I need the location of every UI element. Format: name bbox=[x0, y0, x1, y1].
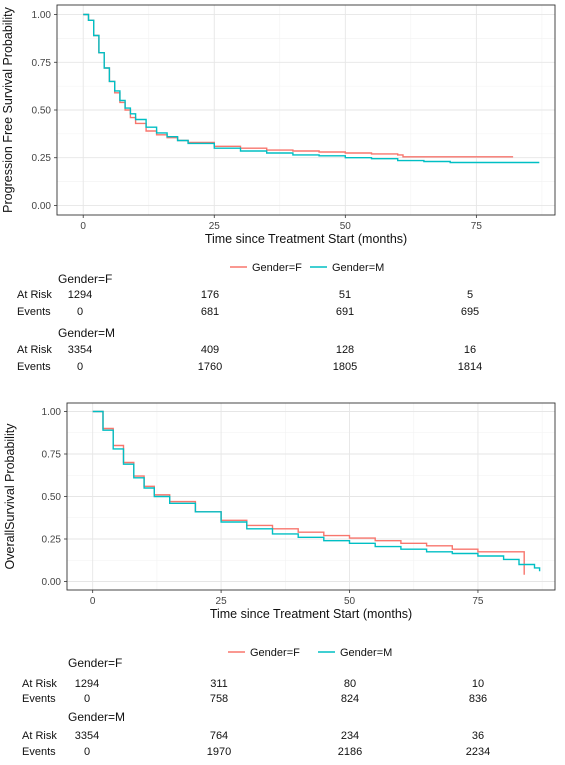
y-tick-label: 1.00 bbox=[32, 10, 52, 21]
risk-table-cell: 128 bbox=[335, 344, 355, 356]
risk-table-cell: 836 bbox=[468, 693, 488, 705]
risk-table-cell: 0 bbox=[76, 306, 84, 318]
legend-label: Gender=M bbox=[332, 262, 384, 274]
x-axis-title: Time since Treatment Start (months) bbox=[205, 232, 407, 246]
survival-curve-gender-m bbox=[83, 13, 540, 164]
risk-table-cell: 36 bbox=[471, 730, 485, 742]
y-tick-label: 1.00 bbox=[42, 407, 62, 418]
risk-table-cell: 2234 bbox=[465, 746, 491, 758]
survival-curve-gender-m bbox=[92, 410, 541, 572]
risk-table-cell: 80 bbox=[343, 678, 357, 690]
risk-table-cell: 1970 bbox=[206, 746, 232, 758]
y-tick-label: 0.25 bbox=[32, 153, 52, 164]
risk-table-cell: 2186 bbox=[337, 746, 363, 758]
x-tick-label: 25 bbox=[209, 221, 221, 232]
risk-table-group-title: Gender=M bbox=[58, 326, 116, 340]
risk-table-cell: 10 bbox=[471, 678, 485, 690]
risk-table-cell: 311 bbox=[210, 678, 228, 690]
risk-table-cell: 51 bbox=[338, 289, 352, 301]
risk-table-row-label: At Risk bbox=[17, 289, 52, 301]
x-tick-label: 0 bbox=[90, 596, 96, 607]
risk-table-row-label: Events bbox=[17, 306, 51, 318]
risk-table-group-title: Gender=F bbox=[68, 656, 123, 670]
risk-table-group-title: Gender=F bbox=[58, 272, 113, 286]
risk-table-cell: 1294 bbox=[74, 678, 100, 690]
y-tick-label: 0.00 bbox=[32, 201, 52, 212]
y-tick-label: 0.00 bbox=[42, 577, 62, 588]
risk-table-cell: 3354 bbox=[67, 344, 93, 356]
risk-table-cell: 1760 bbox=[197, 361, 223, 373]
risk-table-cell: 764 bbox=[209, 730, 229, 742]
risk-table-row-label: At Risk bbox=[22, 678, 57, 690]
y-tick-label: 0.75 bbox=[42, 450, 62, 461]
risk-table-cell: 691 bbox=[335, 306, 355, 318]
y-axis-title: OverallSurvival Probability bbox=[3, 423, 17, 570]
x-axis-title: Time since Treatment Start (months) bbox=[210, 607, 412, 621]
risk-table-row-label: Events bbox=[22, 746, 56, 758]
risk-table-row-label: Events bbox=[17, 361, 51, 373]
risk-table-cell: 695 bbox=[460, 306, 480, 318]
legend-label: Gender=F bbox=[252, 262, 302, 274]
y-tick-label: 0.25 bbox=[42, 535, 62, 546]
risk-table-cell: 1294 bbox=[67, 289, 93, 301]
risk-table-cell: 176 bbox=[200, 289, 220, 301]
y-axis-title: Progression Free Survival Probability bbox=[1, 6, 15, 212]
risk-table-cell: 234 bbox=[340, 730, 360, 742]
risk-table-cell: 0 bbox=[76, 361, 84, 373]
legend: Gender=F Gender=M bbox=[228, 647, 392, 659]
risk-table-row-label: At Risk bbox=[22, 730, 57, 742]
legend: Gender=F Gender=M bbox=[230, 262, 384, 274]
y-tick-label: 0.75 bbox=[32, 58, 52, 69]
x-tick-label: 25 bbox=[216, 596, 228, 607]
risk-table-cell: 681 bbox=[200, 306, 220, 318]
risk-table-cell: 824 bbox=[340, 693, 360, 705]
risk-table-cell: 758 bbox=[209, 693, 229, 705]
x-tick-label: 75 bbox=[471, 221, 483, 232]
km-plot-2: 0 25 50 75 0.00 0.25 0.50 0.75 1.00 Time since Tr… bbox=[3, 402, 556, 659]
x-tick-label: 50 bbox=[344, 596, 356, 607]
survival-curve-gender-f bbox=[92, 410, 525, 575]
km-plot-1: 0 25 50 75 0.00 0.25 0.50 0.75 1.00 Time since Tr… bbox=[1, 4, 556, 274]
risk-table-cell: 16 bbox=[463, 344, 477, 356]
risk-table-row-label: Events bbox=[22, 693, 56, 705]
panel-border bbox=[66, 402, 556, 591]
legend-label: Gender=M bbox=[340, 647, 392, 659]
y-tick-label: 0.50 bbox=[32, 106, 52, 117]
risk-table-cell: 1805 bbox=[332, 361, 358, 373]
x-tick-label: 0 bbox=[80, 221, 86, 232]
risk-table-cell: 0 bbox=[83, 693, 91, 705]
risk-table-cell: 0 bbox=[83, 746, 91, 758]
risk-table-cell: 3354 bbox=[74, 730, 100, 742]
risk-table-cell: 5 bbox=[466, 289, 474, 301]
x-tick-label: 75 bbox=[472, 596, 484, 607]
risk-table-group-title: Gender=M bbox=[68, 710, 126, 724]
panel-border bbox=[56, 4, 556, 216]
x-tick-label: 50 bbox=[340, 221, 352, 232]
risk-table-cell: 409 bbox=[200, 344, 220, 356]
risk-table-row-label: At Risk bbox=[17, 344, 52, 356]
y-tick-label: 0.50 bbox=[42, 492, 62, 503]
legend-label: Gender=F bbox=[250, 647, 300, 659]
risk-table-cell: 1814 bbox=[457, 361, 483, 373]
